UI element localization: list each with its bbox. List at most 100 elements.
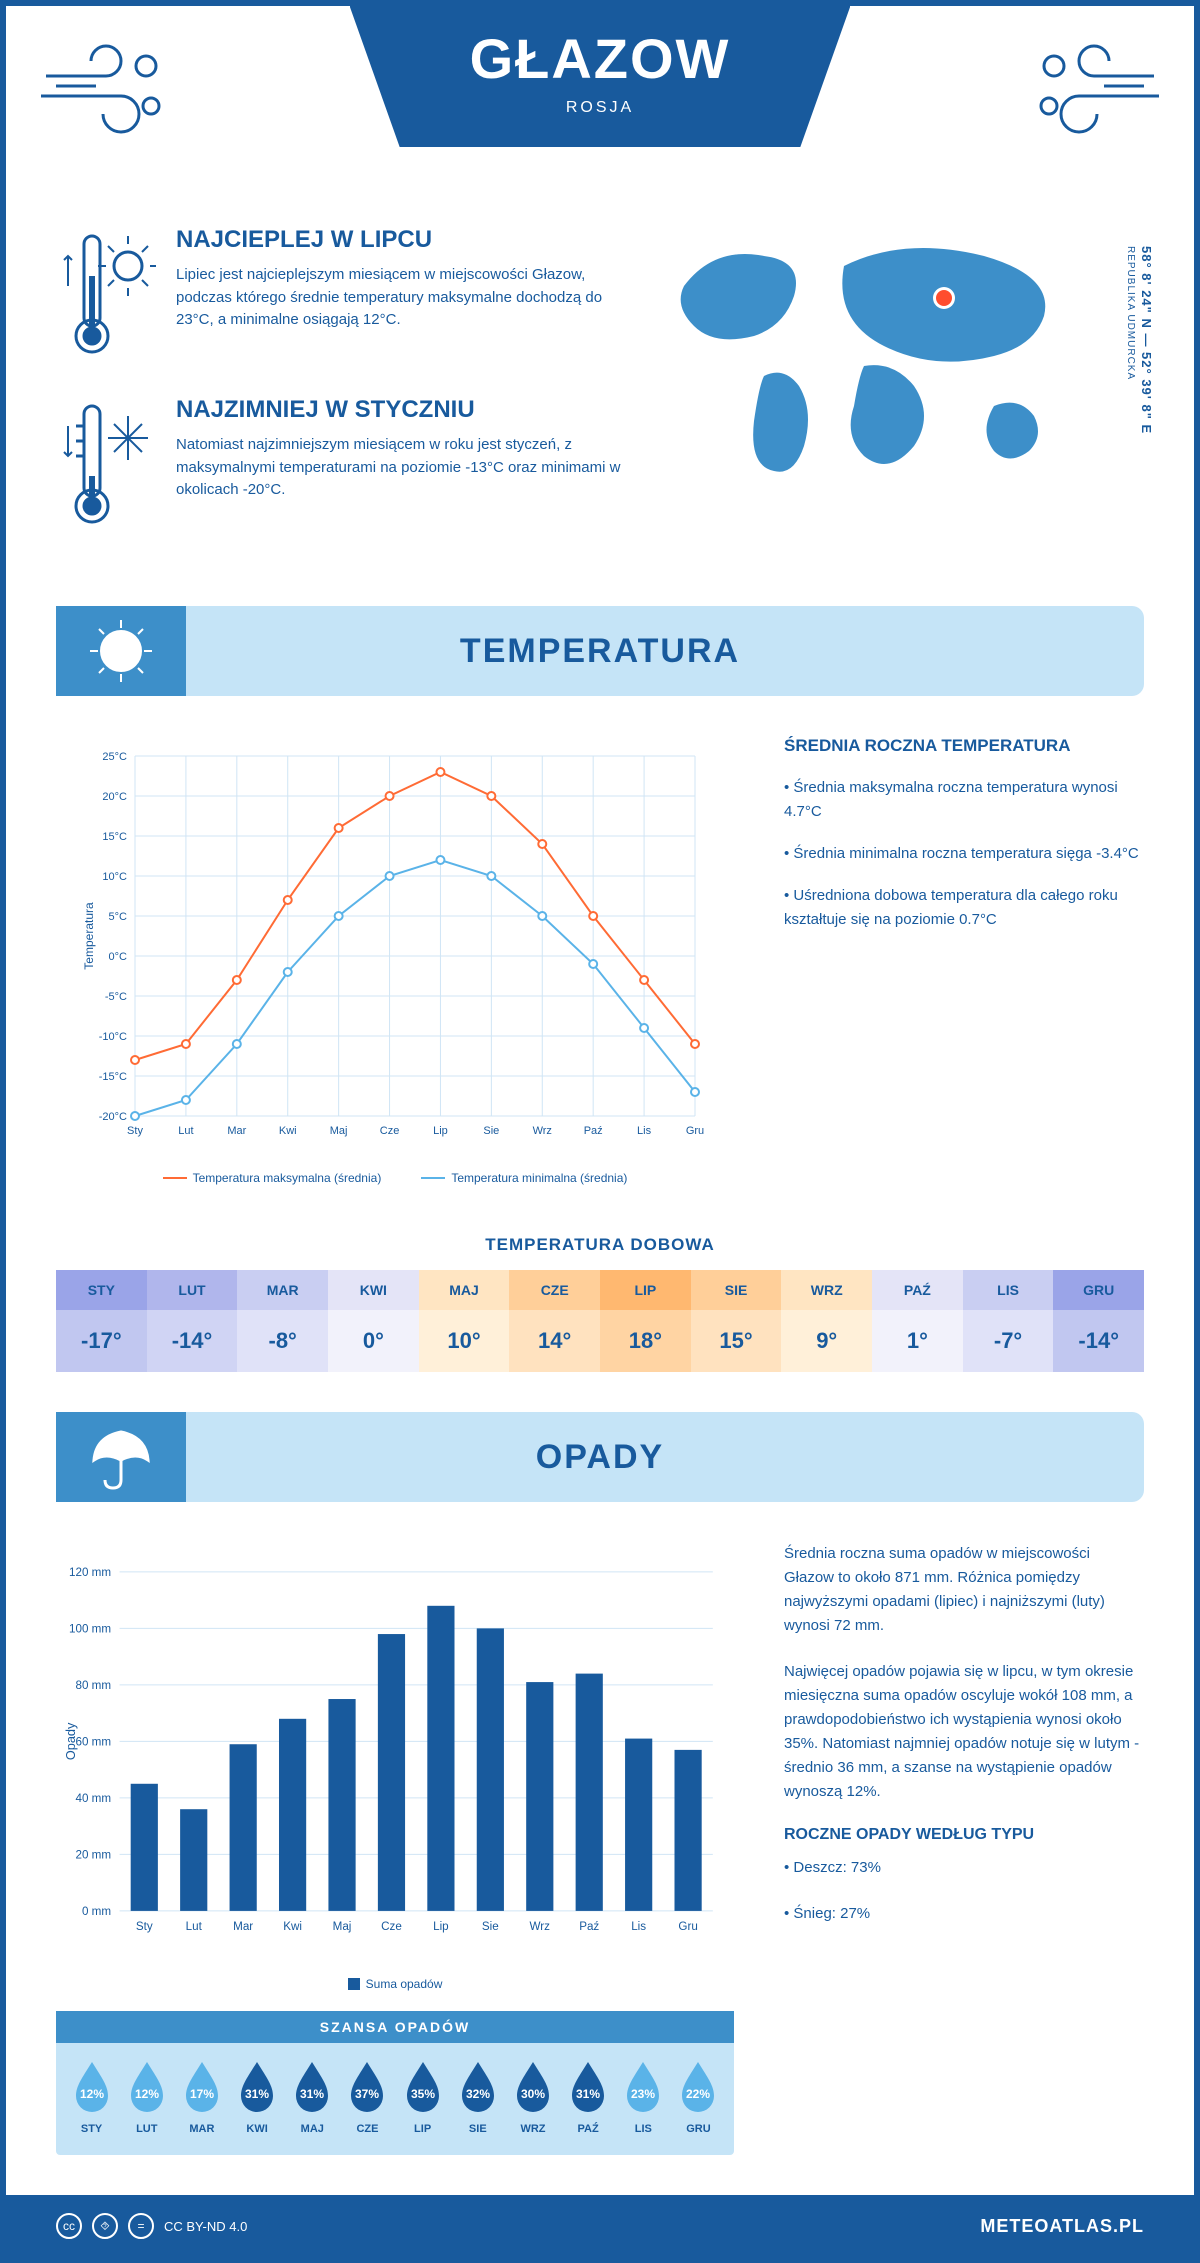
daily-temp-strip: STY -17° LUT -14° MAR -8° KWI 0° MAJ 10°… bbox=[56, 1270, 1144, 1372]
cc-icon: cc bbox=[56, 2213, 82, 2239]
precip-info: Średnia roczna suma opadów w miejscowośc… bbox=[784, 1542, 1144, 2155]
month-cell: CZE 14° bbox=[509, 1270, 600, 1372]
legend-min: Temperatura minimalna (średnia) bbox=[451, 1171, 627, 1185]
precip-rain: • Deszcz: 73% bbox=[784, 1856, 1144, 1880]
header: GŁAZOW ROSJA bbox=[6, 6, 1194, 206]
precip-p2: Najwięcej opadów pojawia się w lipcu, w … bbox=[784, 1660, 1144, 1804]
chance-drop: 12% STY bbox=[64, 2058, 119, 2135]
svg-text:25°C: 25°C bbox=[102, 751, 127, 763]
chance-drop: 35% LIP bbox=[395, 2058, 450, 2135]
svg-text:17%: 17% bbox=[190, 2087, 214, 2101]
umbrella-icon bbox=[56, 1412, 186, 1502]
chance-drop: 32% SIE bbox=[450, 2058, 505, 2135]
svg-text:12%: 12% bbox=[135, 2087, 159, 2101]
precip-p1: Średnia roczna suma opadów w miejscowośc… bbox=[784, 1542, 1144, 1638]
thermometer-cold-icon bbox=[56, 396, 156, 536]
warmest-block: NAJCIEPLEJ W LIPCU Lipiec jest najcieple… bbox=[56, 226, 624, 366]
avg-temp-b1: • Średnia maksymalna roczna temperatura … bbox=[784, 776, 1144, 824]
precip-snow: • Śnieg: 27% bbox=[784, 1902, 1144, 1926]
chance-drop: 17% MAR bbox=[174, 2058, 229, 2135]
month-cell: PAŹ 1° bbox=[872, 1270, 963, 1372]
month-cell: LUT -14° bbox=[147, 1270, 238, 1372]
coldest-title: NAJZIMNIEJ W STYCZNIU bbox=[176, 396, 624, 424]
chance-drop: 31% PAŹ bbox=[561, 2058, 616, 2135]
site-name: METEOATLAS.PL bbox=[980, 2216, 1144, 2237]
svg-text:40 mm: 40 mm bbox=[76, 1792, 112, 1805]
svg-text:Kwi: Kwi bbox=[279, 1125, 297, 1137]
month-cell: LIP 18° bbox=[600, 1270, 691, 1372]
precip-banner: OPADY bbox=[56, 1412, 1144, 1502]
coldest-block: NAJZIMNIEJ W STYCZNIU Natomiast najzimni… bbox=[56, 396, 624, 536]
intro-section: NAJCIEPLEJ W LIPCU Lipiec jest najcieple… bbox=[6, 206, 1194, 606]
chance-title: SZANSA OPADÓW bbox=[56, 2011, 734, 2043]
precip-legend: Suma opadów bbox=[56, 1977, 734, 1991]
svg-text:Lip: Lip bbox=[433, 1920, 449, 1933]
avg-temp-b3: • Uśredniona dobowa temperatura dla całe… bbox=[784, 884, 1144, 932]
warmest-text: Lipiec jest najcieplejszym miesiącem w m… bbox=[176, 264, 624, 332]
svg-text:Opady: Opady bbox=[63, 1722, 78, 1760]
svg-text:Lip: Lip bbox=[433, 1125, 448, 1137]
thermometer-hot-icon bbox=[56, 226, 156, 366]
svg-text:Paź: Paź bbox=[579, 1920, 599, 1933]
svg-text:15°C: 15°C bbox=[102, 831, 127, 843]
license-text: CC BY-ND 4.0 bbox=[164, 2219, 247, 2234]
svg-text:Gru: Gru bbox=[686, 1125, 704, 1137]
temperature-chart: -20°C-15°C-10°C-5°C0°C5°C10°C15°C20°C25°… bbox=[56, 736, 734, 1185]
wind-icon bbox=[36, 36, 176, 136]
svg-text:20°C: 20°C bbox=[102, 791, 127, 803]
svg-text:Kwi: Kwi bbox=[283, 1920, 302, 1933]
month-cell: KWI 0° bbox=[328, 1270, 419, 1372]
chance-drop: 37% CZE bbox=[340, 2058, 395, 2135]
month-cell: STY -17° bbox=[56, 1270, 147, 1372]
warmest-title: NAJCIEPLEJ W LIPCU bbox=[176, 226, 624, 254]
month-cell: GRU -14° bbox=[1053, 1270, 1144, 1372]
svg-text:32%: 32% bbox=[466, 2087, 490, 2101]
svg-text:35%: 35% bbox=[411, 2087, 435, 2101]
avg-temp-b2: • Średnia minimalna roczna temperatura s… bbox=[784, 842, 1144, 866]
title-banner: GŁAZOW ROSJA bbox=[350, 6, 851, 147]
chance-drop: 23% LIS bbox=[616, 2058, 671, 2135]
svg-text:-5°C: -5°C bbox=[105, 991, 127, 1003]
month-cell: LIS -7° bbox=[963, 1270, 1054, 1372]
sun-icon bbox=[56, 606, 186, 696]
svg-text:0°C: 0°C bbox=[109, 951, 128, 963]
svg-text:10°C: 10°C bbox=[102, 871, 127, 883]
legend-sum: Suma opadów bbox=[366, 1977, 443, 1991]
section-title: TEMPERATURA bbox=[460, 632, 740, 671]
svg-text:30%: 30% bbox=[521, 2087, 545, 2101]
svg-text:Temperatura: Temperatura bbox=[82, 902, 96, 970]
svg-text:60 mm: 60 mm bbox=[76, 1736, 112, 1749]
svg-text:Sty: Sty bbox=[136, 1920, 153, 1933]
chance-drop: 22% GRU bbox=[671, 2058, 726, 2135]
svg-text:120 mm: 120 mm bbox=[69, 1566, 111, 1579]
svg-text:Mar: Mar bbox=[227, 1125, 246, 1137]
svg-text:-15°C: -15°C bbox=[99, 1071, 127, 1083]
by-icon: ⯑ bbox=[92, 2213, 118, 2239]
svg-text:Sty: Sty bbox=[127, 1125, 143, 1137]
world-map-icon bbox=[664, 226, 1084, 486]
intro-text: NAJCIEPLEJ W LIPCU Lipiec jest najcieple… bbox=[56, 226, 624, 566]
svg-text:23%: 23% bbox=[631, 2087, 655, 2101]
svg-text:-10°C: -10°C bbox=[99, 1031, 127, 1043]
chance-drop: 31% MAJ bbox=[285, 2058, 340, 2135]
temperature-section: -20°C-15°C-10°C-5°C0°C5°C10°C15°C20°C25°… bbox=[6, 696, 1194, 1225]
svg-text:20 mm: 20 mm bbox=[76, 1849, 112, 1862]
svg-text:5°C: 5°C bbox=[109, 911, 128, 923]
svg-text:0 mm: 0 mm bbox=[82, 1905, 111, 1918]
temp-info: ŚREDNIA ROCZNA TEMPERATURA • Średnia mak… bbox=[784, 736, 1144, 1185]
svg-text:31%: 31% bbox=[245, 2087, 269, 2101]
month-cell: MAR -8° bbox=[237, 1270, 328, 1372]
temp-legend: Temperatura maksymalna (średnia) Tempera… bbox=[56, 1171, 734, 1185]
svg-text:22%: 22% bbox=[686, 2087, 710, 2101]
coldest-text: Natomiast najzimniejszym miesiącem w rok… bbox=[176, 434, 624, 502]
svg-text:Wrz: Wrz bbox=[530, 1920, 551, 1933]
svg-text:Lis: Lis bbox=[637, 1125, 652, 1137]
region-label: REPUBLIKA UDMURCKA bbox=[1125, 246, 1136, 380]
city-title: GŁAZOW bbox=[470, 26, 731, 91]
svg-text:Lis: Lis bbox=[631, 1920, 646, 1933]
chance-box: SZANSA OPADÓW 12% STY 12% LUT 17% MAR 31… bbox=[56, 2011, 734, 2155]
precip-type-title: ROCZNE OPADY WEDŁUG TYPU bbox=[784, 1826, 1144, 1844]
month-cell: WRZ 9° bbox=[781, 1270, 872, 1372]
svg-text:Gru: Gru bbox=[678, 1920, 697, 1933]
svg-text:Wrz: Wrz bbox=[533, 1125, 552, 1137]
